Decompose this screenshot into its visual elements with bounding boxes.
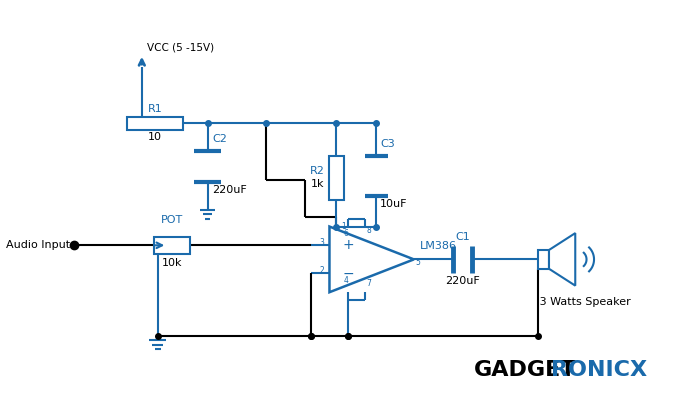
Text: 3: 3 [319,238,324,247]
Text: 4: 4 [344,276,349,285]
Text: .3 Watts Speaker: .3 Watts Speaker [536,297,631,307]
Text: 10uF: 10uF [380,199,407,209]
Bar [127,117,183,130]
Bar [538,250,549,269]
Text: 10k: 10k [162,258,182,267]
Text: −: − [342,266,354,281]
Polygon shape [330,227,414,292]
Text: 10: 10 [148,132,162,142]
Text: 1: 1 [342,222,346,231]
Text: 220uF: 220uF [445,276,480,286]
Bar [328,156,344,200]
Text: GADGET: GADGET [474,360,576,380]
Text: 7: 7 [367,279,372,288]
Text: POT: POT [161,215,183,225]
Text: C3: C3 [380,139,395,149]
Text: 6: 6 [344,229,349,238]
Text: C2: C2 [212,134,227,144]
Text: C1: C1 [455,232,470,243]
Text: Audio Input: Audio Input [6,240,71,250]
Text: 220uF: 220uF [212,185,247,195]
Text: LM386: LM386 [419,241,456,251]
Text: 5: 5 [416,258,421,267]
Text: 1k: 1k [312,179,325,189]
Text: +: + [342,238,354,252]
Polygon shape [549,233,575,285]
Bar [154,237,190,254]
Text: R1: R1 [148,104,162,114]
Text: 2: 2 [319,266,324,275]
Text: RONICX: RONICX [551,360,647,380]
Text: R2: R2 [310,166,325,176]
Text: VCC (5 -15V): VCC (5 -15V) [146,42,214,52]
Text: 8: 8 [367,226,372,235]
